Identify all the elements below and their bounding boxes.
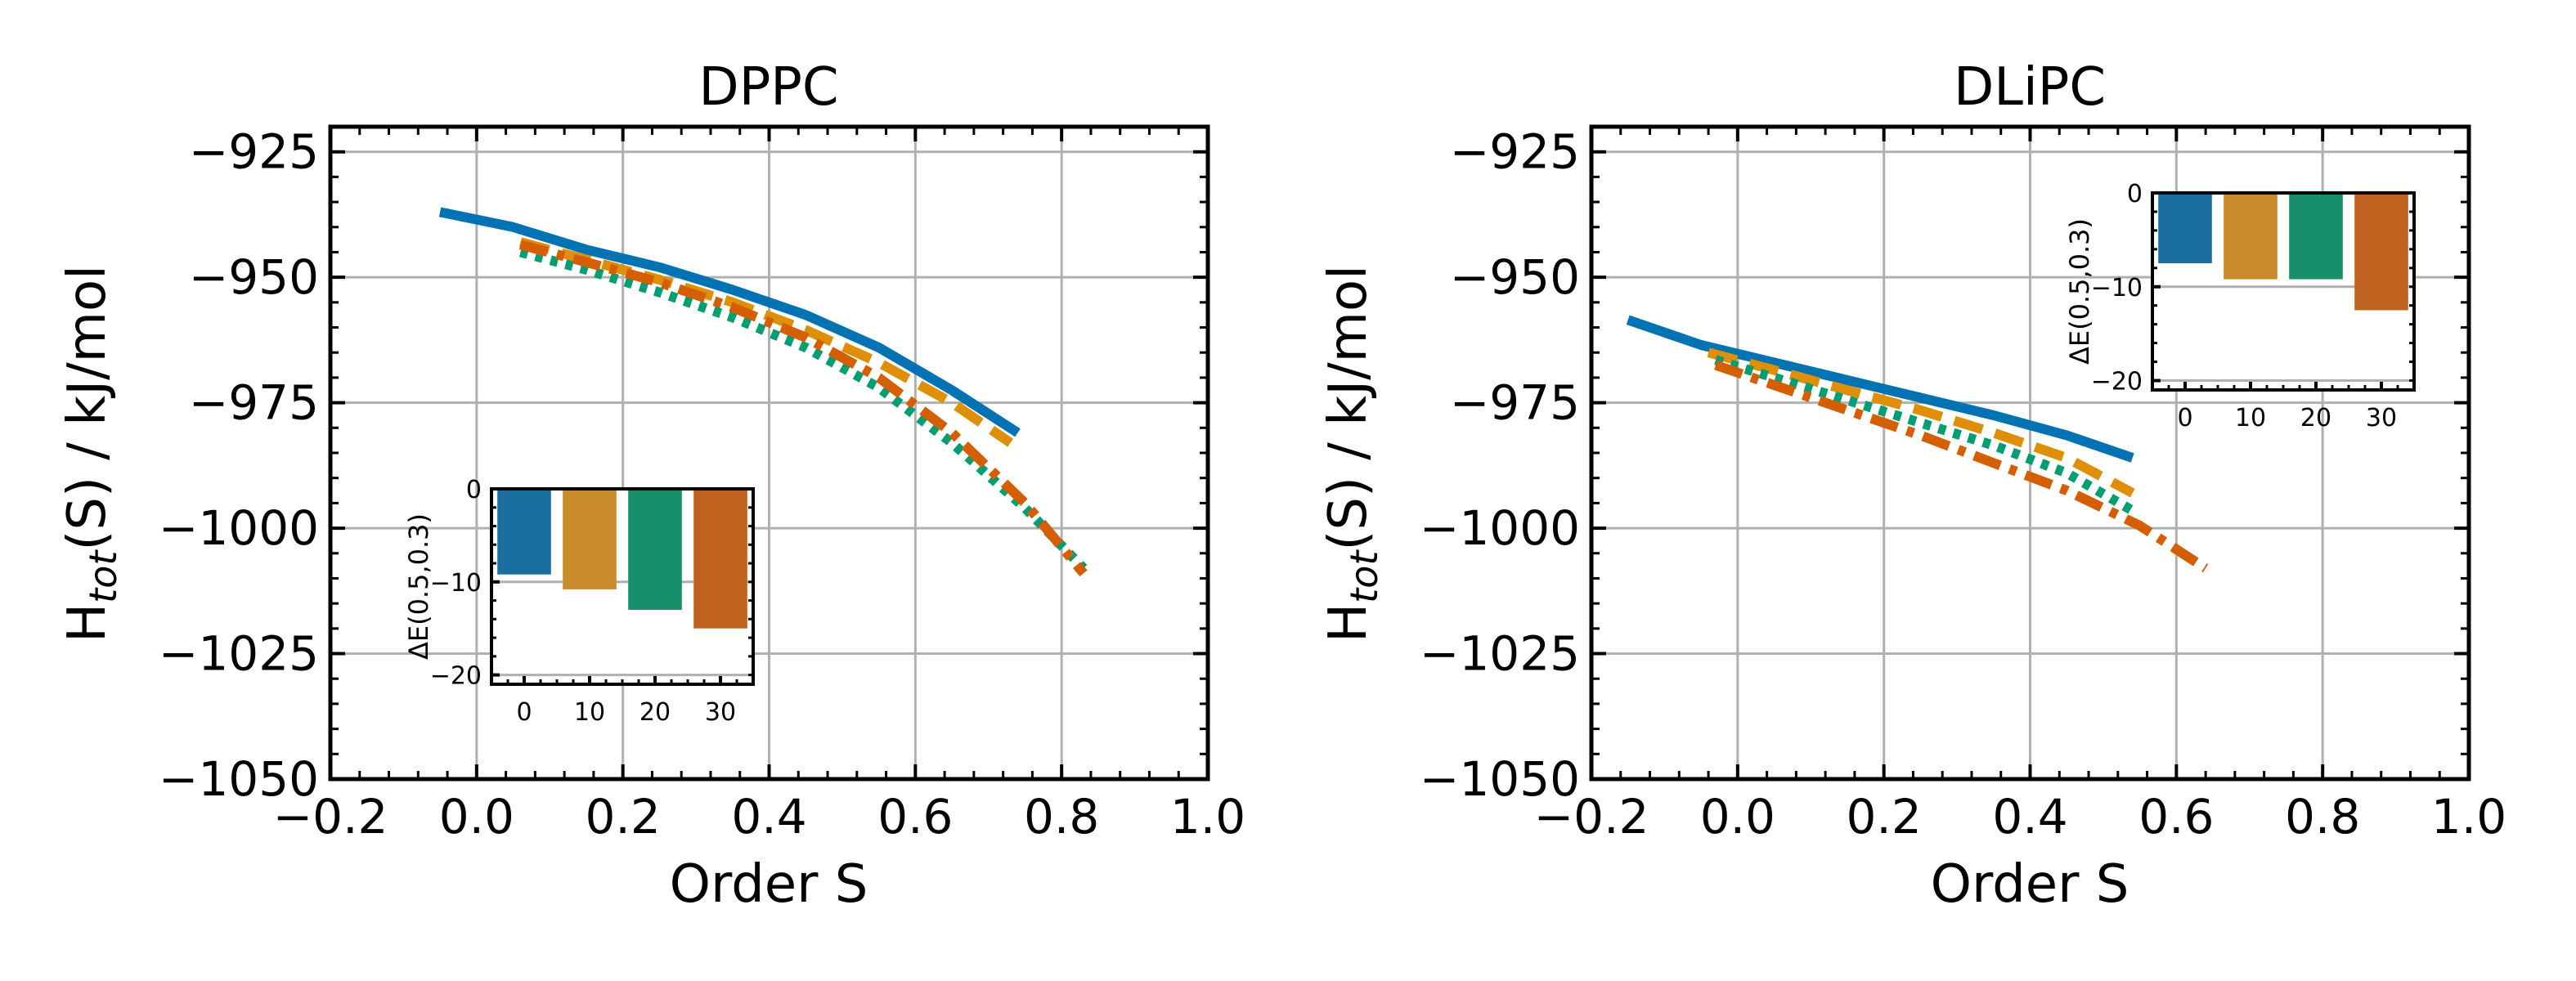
tick-labels: −0.2 0.0 0.2 0.4 0.6 0.8 1.0−925−950−975−1000−… xyxy=(159,124,1245,844)
x-tick-label: 1.0 xyxy=(1170,789,1245,844)
inset-bar-30 xyxy=(2354,193,2408,311)
inset-y-tick-label: −20 xyxy=(2091,368,2143,396)
inset-x-tick-label: 30 xyxy=(2366,404,2397,432)
inset-y-tick-label: −10 xyxy=(2091,274,2143,302)
y-tick-label: −1050 xyxy=(159,751,319,807)
x-tick-label: 0.6 xyxy=(2138,789,2214,844)
y-tick-label: −975 xyxy=(1450,375,1580,431)
inset-frame xyxy=(490,487,755,686)
series-line-10 xyxy=(1707,347,2135,498)
inset-y-tick-label: −20 xyxy=(430,662,482,691)
y-axis-label-main: H xyxy=(57,603,118,643)
y-axis-label-rest: (S) / kJ/mol xyxy=(1318,265,1379,551)
y-tick-label: −950 xyxy=(1450,249,1580,305)
y-axis-label: Htot(S) / kJ/mol xyxy=(57,265,125,643)
x-tick-label: 0.0 xyxy=(439,789,514,844)
y-tick-label: −1025 xyxy=(159,626,319,682)
inset-y-axis-label: ΔE(0.5,0.3) xyxy=(403,513,434,660)
y-tick-label: −1025 xyxy=(1420,626,1580,682)
inset-x-tick-label: 10 xyxy=(574,698,605,727)
series-line-0 xyxy=(438,207,1021,437)
y-axis-label-subscript: tot xyxy=(81,549,125,603)
y-tick-label: −1050 xyxy=(1420,751,1580,807)
inset-frame xyxy=(2151,191,2416,392)
inset-bar-10 xyxy=(2224,193,2278,280)
inset-x-tick-label: 20 xyxy=(640,698,671,727)
x-tick-label: 1.0 xyxy=(2431,789,2506,844)
tick-labels: −0.2 0.0 0.2 0.4 0.6 0.8 1.0−925−950−975−1000−… xyxy=(1420,124,2506,844)
x-tick-label: 0.6 xyxy=(877,789,953,844)
inset-y-tick-label: 0 xyxy=(466,476,482,504)
inset-y-tick-label: 0 xyxy=(2127,180,2143,208)
series-line-10 xyxy=(518,237,1013,447)
y-axis-label-subscript: tot xyxy=(1342,549,1386,603)
series-line-20 xyxy=(518,247,1088,572)
y-tick-label: −1000 xyxy=(159,500,319,556)
plot-frame xyxy=(1589,124,2471,782)
panel-dppc: DPPC Order S Htot(S) / kJ/mol −0.2 0.0 0.2… xyxy=(57,57,1245,915)
x-tick-label: 0.2 xyxy=(1847,789,1922,844)
x-axis-label: Order S xyxy=(1931,854,2129,915)
y-axis-label: Htot(S) / kJ/mol xyxy=(1318,265,1386,643)
y-tick-label: −925 xyxy=(189,124,319,180)
x-tick-label: 0.8 xyxy=(2285,789,2360,844)
chart-title: DLiPC xyxy=(1954,57,2106,118)
chart-title: DPPC xyxy=(698,57,838,118)
y-tick-label: −925 xyxy=(1450,124,1580,180)
x-tick-label: 0.8 xyxy=(1024,789,1099,844)
x-tick-label: −0.2 xyxy=(1534,789,1649,844)
x-tick-label: 0.4 xyxy=(731,789,806,844)
inset-bar-0 xyxy=(497,489,551,575)
x-tick-label: 0.4 xyxy=(1992,789,2067,844)
series-lines xyxy=(1626,315,2209,573)
inset-bar-20 xyxy=(628,489,682,610)
inset-bar-10 xyxy=(563,489,617,589)
inset-bar-30 xyxy=(693,489,747,629)
plot-frame xyxy=(328,124,1210,782)
x-tick-label: −0.2 xyxy=(273,789,388,844)
x-axis-label: Order S xyxy=(670,854,868,915)
y-axis-label-rest: (S) / kJ/mol xyxy=(57,265,118,551)
x-tick-label: 0.0 xyxy=(1700,789,1775,844)
x-tick-label: 0.2 xyxy=(586,789,661,844)
inset-x-tick-label: 0 xyxy=(516,698,532,727)
y-tick-label: −950 xyxy=(189,249,319,305)
inset-x-tick-label: 0 xyxy=(2177,404,2192,432)
inset-bar-20 xyxy=(2289,193,2343,280)
inset-x-tick-label: 30 xyxy=(705,698,736,727)
series-line-30 xyxy=(518,240,1088,577)
series-lines xyxy=(438,207,1088,577)
y-tick-label: −975 xyxy=(189,375,319,431)
inset-bar-0 xyxy=(2158,193,2212,264)
series-line-0 xyxy=(1626,315,2134,463)
inset-y-axis-label: ΔE(0.5,0.3) xyxy=(2064,218,2095,365)
y-tick-label: −1000 xyxy=(1420,500,1580,556)
inset-y-tick-label: −10 xyxy=(430,569,482,598)
inset-bar-chart: 0 10 20 30 0 −10 −20 ΔE(0.5,0.3) xyxy=(2064,180,2416,432)
y-axis-label-main: H xyxy=(1318,603,1379,643)
panel-dlipc: DLiPC Order S Htot(S) / kJ/mol −0.2 0.0 0.… xyxy=(1318,57,2506,915)
inset-x-tick-label: 20 xyxy=(2300,404,2331,432)
inset-x-tick-label: 10 xyxy=(2235,404,2266,432)
series-line-30 xyxy=(1714,360,2209,573)
